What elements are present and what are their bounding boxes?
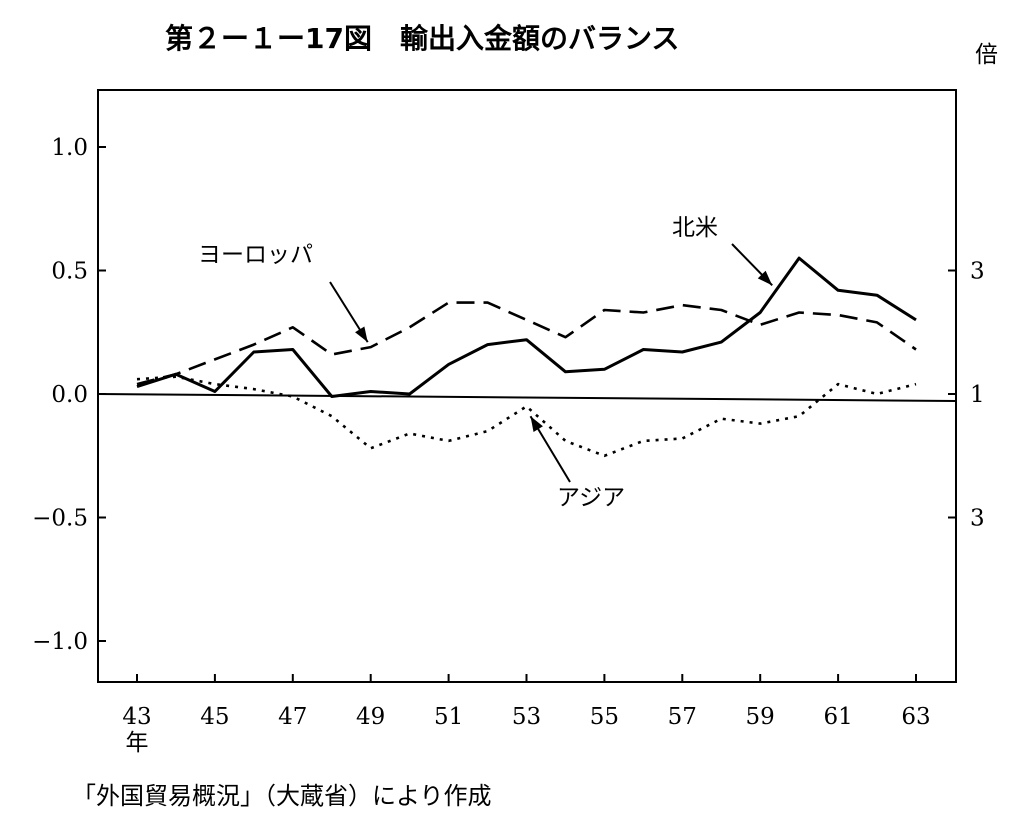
y-tick-label: −0.5 bbox=[32, 506, 88, 532]
right-axis-unit: 倍 bbox=[975, 42, 998, 68]
x-tick-label: 61 bbox=[823, 704, 852, 730]
x-tick-label: 55 bbox=[590, 704, 619, 730]
annotation-arrowhead bbox=[757, 270, 773, 286]
source-note: 「外国貿易概況」（大蔵省）により作成 bbox=[72, 782, 492, 810]
y-tick-label: 1.0 bbox=[51, 135, 88, 161]
x-tick-label: 63 bbox=[901, 704, 930, 730]
x-tick-label: 51 bbox=[434, 704, 463, 730]
label-europe: ヨーロッパ bbox=[198, 242, 313, 268]
x-tick-label: 45 bbox=[200, 704, 229, 730]
x-first-suffix: 年 bbox=[126, 730, 149, 756]
x-tick-label: 43 bbox=[122, 704, 151, 730]
label-north-america: 北米 bbox=[672, 215, 718, 241]
right-tick-label: 1 bbox=[970, 382, 985, 408]
series-line-solid bbox=[136, 256, 917, 398]
annotation-arrowhead bbox=[355, 326, 368, 343]
x-tick-label: 47 bbox=[278, 704, 307, 730]
x-tick-label: 53 bbox=[512, 704, 541, 730]
series-line-dotted bbox=[136, 375, 917, 458]
series-line-dashed bbox=[136, 301, 917, 386]
zero-baseline bbox=[97, 393, 957, 402]
right-tick-label: 3 bbox=[970, 259, 985, 285]
x-tick-label: 59 bbox=[746, 704, 775, 730]
right-tick-label: 3 bbox=[970, 506, 985, 532]
y-tick-label: −1.0 bbox=[32, 629, 88, 655]
y-tick-label: 0.0 bbox=[51, 382, 88, 408]
annotation-arrowhead bbox=[530, 416, 543, 432]
label-asia: アジア bbox=[557, 485, 625, 511]
x-tick-label: 57 bbox=[668, 704, 697, 730]
chart-title: 第２ー１ー17図 輸出入金額のバランス bbox=[165, 22, 679, 55]
x-tick-label: 49 bbox=[356, 704, 385, 730]
y-tick-label: 0.5 bbox=[51, 259, 88, 285]
